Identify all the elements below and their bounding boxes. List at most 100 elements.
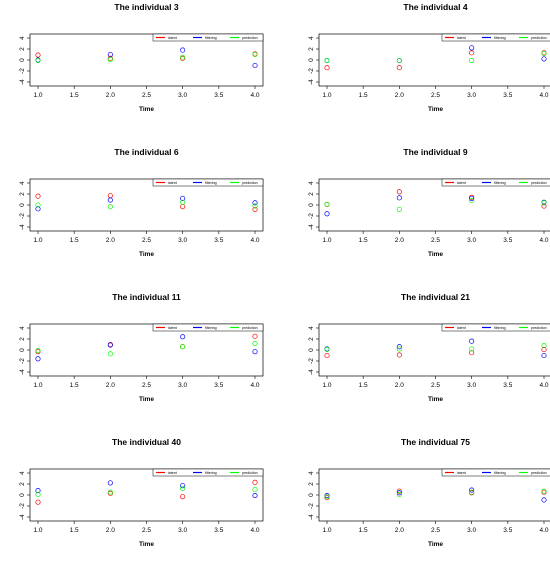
x-tick-label: 3.0 xyxy=(178,382,187,389)
x-tick-label: 1.5 xyxy=(70,527,79,534)
x-tick-label: 2.0 xyxy=(106,92,115,99)
point-latent xyxy=(35,52,41,58)
point-prediction xyxy=(541,50,547,56)
x-tick-label: 3.5 xyxy=(214,92,223,99)
point-filtering xyxy=(252,349,258,355)
x-tick-label: 2.5 xyxy=(431,527,440,534)
x-tick-label: 3.0 xyxy=(467,92,476,99)
y-tick-label: 2 xyxy=(308,47,315,51)
panel-6: The individual 21 -4 -2 0 2 4 1.0 1.5 2.0 2.5 3.0 3… xyxy=(308,292,550,403)
x-tick-label: 4.0 xyxy=(250,382,259,389)
legend-label-latent: latent xyxy=(168,326,177,330)
x-tick-label: 3.5 xyxy=(214,382,223,389)
point-prediction xyxy=(107,56,113,63)
y-tick-label: -2 xyxy=(19,213,26,219)
plot-frame xyxy=(318,178,550,232)
point-prediction xyxy=(324,346,330,353)
legend-box xyxy=(441,33,550,42)
x-tick-label: 1.5 xyxy=(359,527,368,534)
x-tick-label: 2.0 xyxy=(395,92,404,99)
legend-label-latent: latent xyxy=(457,326,466,330)
plot-frame xyxy=(318,323,550,377)
point-filtering xyxy=(252,200,258,206)
point-filtering xyxy=(396,195,402,201)
point-latent xyxy=(35,193,41,199)
point-filtering xyxy=(35,488,41,494)
y-tick-label: 0 xyxy=(19,493,26,497)
legend-label-latent: latent xyxy=(457,36,466,40)
x-axis-label: Time xyxy=(139,106,154,113)
legend-label-prediction: prediction xyxy=(531,36,547,40)
point-prediction xyxy=(252,203,258,209)
point-prediction xyxy=(252,340,258,346)
point-filtering xyxy=(324,211,330,217)
point-latent xyxy=(541,346,547,353)
y-tick-label: 4 xyxy=(19,471,26,475)
point-filtering xyxy=(469,195,475,201)
point-prediction xyxy=(35,57,41,64)
panel-4: The individual 9 -4 -2 0 2 4 1.0 1.5 2.0 2.5 3.0 3.… xyxy=(308,147,550,258)
point-filtering xyxy=(396,490,402,496)
plot-frame xyxy=(29,323,264,377)
y-tick-label: -4 xyxy=(19,224,26,230)
y-tick-label: 4 xyxy=(308,326,315,330)
point-filtering xyxy=(252,492,258,499)
x-axis-label: Time xyxy=(428,396,443,403)
x-axis-label: Time xyxy=(139,541,154,548)
point-latent xyxy=(396,488,402,494)
point-latent xyxy=(469,350,475,356)
point-filtering xyxy=(35,356,41,362)
y-tick-label: 0 xyxy=(19,203,26,207)
x-tick-label: 3.0 xyxy=(178,92,187,99)
x-tick-label: 1.0 xyxy=(33,382,42,389)
panel-title: The individual 40 xyxy=(112,437,181,447)
x-tick-label: 2.0 xyxy=(106,527,115,534)
y-tick-label: 0 xyxy=(308,203,315,207)
legend-box xyxy=(152,323,264,332)
x-tick-label: 3.5 xyxy=(503,527,512,534)
x-axis-label: Time xyxy=(428,106,443,113)
point-latent xyxy=(252,479,258,485)
y-tick-label: 0 xyxy=(19,348,26,352)
panel-2: The individual 4 -4 -2 0 2 4 1.0 1.5 2.0 2.5 3.0 3.… xyxy=(308,2,550,113)
plot-frame xyxy=(318,33,550,87)
y-tick-label: 4 xyxy=(19,36,26,40)
legend-box xyxy=(152,178,264,187)
x-tick-label: 2.5 xyxy=(431,92,440,99)
plot-frame xyxy=(29,33,264,87)
x-tick-label: 2.5 xyxy=(431,237,440,244)
x-tick-label: 1.0 xyxy=(322,92,331,99)
x-tick-label: 1.5 xyxy=(70,237,79,244)
x-axis-label: Time xyxy=(428,541,443,548)
point-filtering xyxy=(469,338,475,344)
point-prediction xyxy=(541,488,547,494)
y-tick-label: 0 xyxy=(308,348,315,352)
legend-label-filtering: filtering xyxy=(205,181,217,185)
x-tick-label: 2.0 xyxy=(106,237,115,244)
panel-1: The individual 3 -4 -2 0 2 4 1.0 1.5 2.0 2.5 3.0 3.… xyxy=(19,2,264,113)
legend-box xyxy=(152,468,264,477)
panel-3: The individual 6 -4 -2 0 2 4 1.0 1.5 2.0 2.5 3.0 3.… xyxy=(19,147,264,258)
y-tick-label: 0 xyxy=(308,58,315,62)
x-tick-label: 3.0 xyxy=(178,237,187,244)
y-tick-label: 2 xyxy=(308,482,315,486)
legend-label-filtering: filtering xyxy=(494,326,506,330)
point-filtering xyxy=(541,352,547,359)
x-axis-label: Time xyxy=(139,251,154,258)
x-tick-label: 4.0 xyxy=(250,527,259,534)
x-tick-label: 2.0 xyxy=(106,382,115,389)
y-tick-label: -2 xyxy=(19,358,26,364)
y-tick-label: 2 xyxy=(308,192,315,196)
y-tick-label: -2 xyxy=(308,68,315,74)
point-latent xyxy=(252,333,258,339)
x-axis-label: Time xyxy=(139,396,154,403)
point-prediction xyxy=(180,485,186,491)
x-tick-label: 2.5 xyxy=(142,382,151,389)
y-tick-label: 2 xyxy=(19,192,26,196)
x-tick-label: 1.0 xyxy=(322,527,331,534)
x-tick-label: 4.0 xyxy=(539,237,548,244)
y-tick-label: -4 xyxy=(308,514,315,520)
x-tick-label: 3.5 xyxy=(214,237,223,244)
x-tick-label: 2.5 xyxy=(142,527,151,534)
